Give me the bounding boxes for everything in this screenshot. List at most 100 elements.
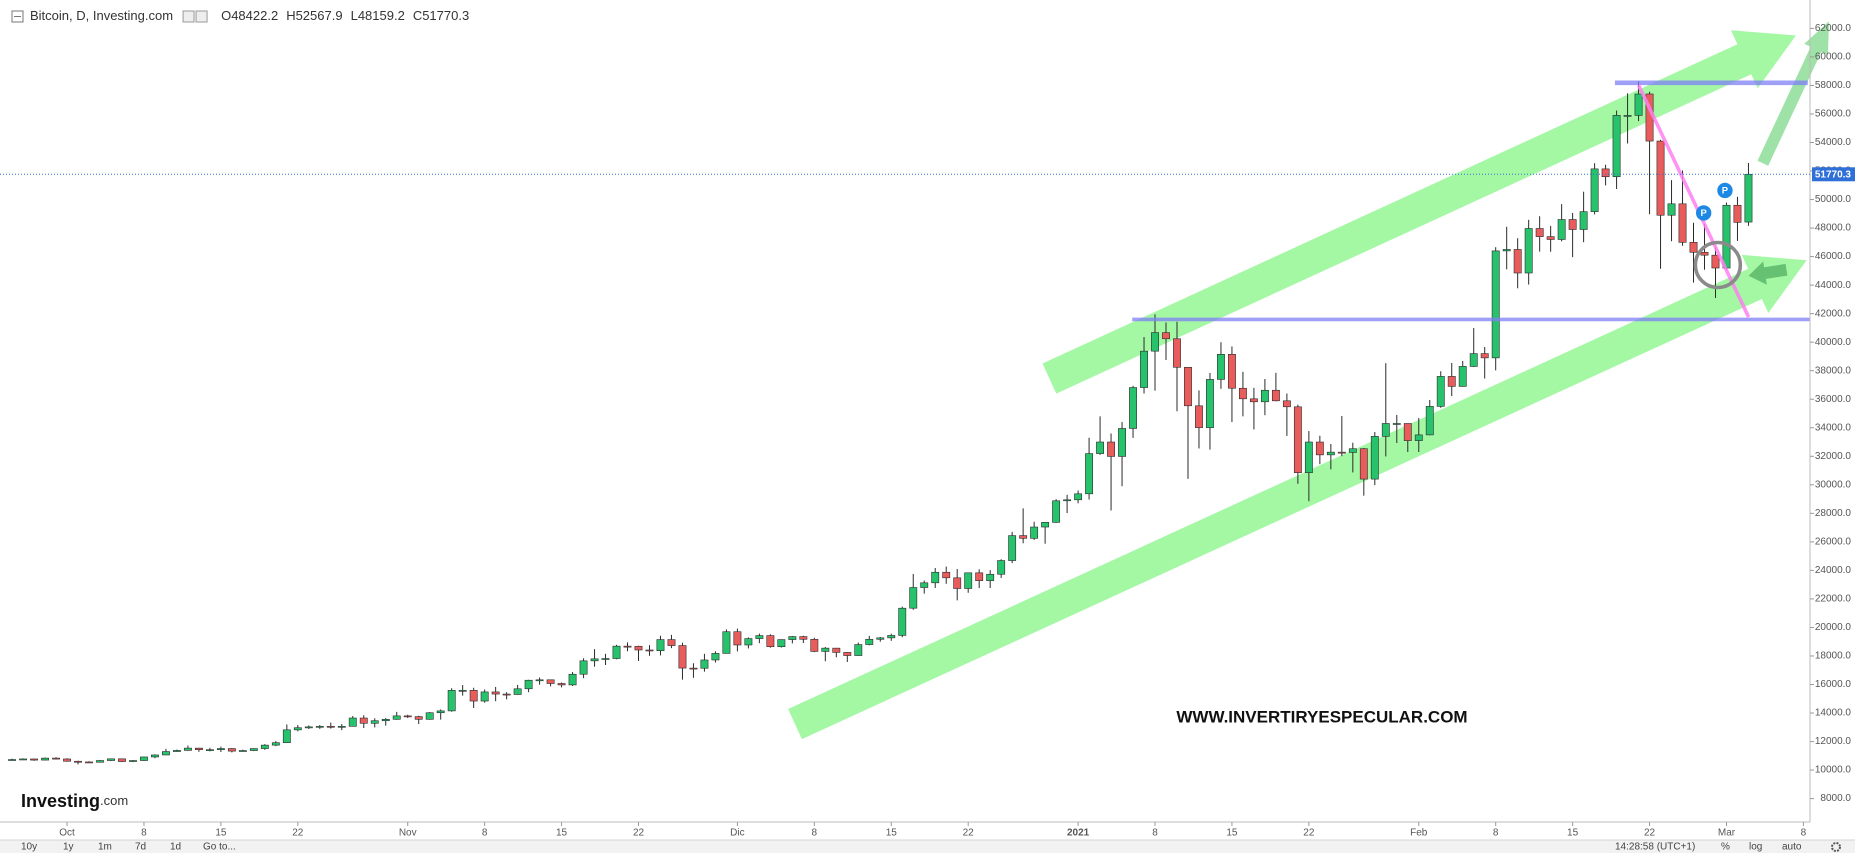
candle-body: [1458, 366, 1467, 387]
candle-body: [216, 748, 225, 750]
candle-body: [52, 757, 60, 760]
candle-body: [590, 658, 599, 662]
candle-body: [1425, 406, 1434, 436]
candle-body: [403, 715, 412, 718]
candle-body: [1326, 451, 1335, 456]
x-tick-label: 8: [812, 828, 818, 839]
hide-icon[interactable]: [195, 10, 208, 23]
candle-body: [689, 667, 698, 670]
candle-body: [1107, 441, 1115, 457]
candle-body: [260, 744, 269, 749]
candle-body: [1282, 400, 1291, 408]
candle-body: [41, 757, 49, 761]
candle-body: [1019, 535, 1028, 539]
range-button[interactable]: 1d: [170, 842, 181, 853]
candle-body: [107, 758, 115, 761]
x-tick-label: 8: [482, 828, 488, 839]
candle-body: [733, 631, 742, 646]
range-button[interactable]: 10y: [21, 842, 37, 853]
y-tick-label: 44000.0: [1815, 280, 1852, 291]
arrow: [1748, 261, 1788, 285]
candle-body: [1052, 500, 1061, 523]
candle-body: [678, 645, 687, 669]
header-title: Bitcoin, D, Investing.com: [30, 8, 173, 23]
auto-toggle[interactable]: auto: [1782, 842, 1802, 853]
candle-body: [1008, 535, 1017, 561]
range-button[interactable]: 1y: [63, 842, 74, 853]
candle-body: [1041, 522, 1050, 528]
candle-body: [436, 710, 445, 714]
last-price-box: [1812, 167, 1855, 182]
candle-body: [964, 572, 973, 589]
goto-button[interactable]: Go to...: [203, 842, 236, 853]
y-tick-label: 36000.0: [1815, 394, 1852, 405]
candle-body: [1700, 252, 1709, 256]
candle-body: [931, 571, 940, 584]
candle-body: [392, 715, 401, 720]
candle-body: [1129, 387, 1137, 429]
y-tick-label: 22000.0: [1815, 594, 1852, 605]
toolbar: [0, 840, 1855, 853]
settings-gear[interactable]: [1831, 842, 1841, 852]
candle-body: [491, 691, 500, 695]
x-tick-label: 15: [1567, 828, 1579, 839]
candle-body: [1601, 168, 1610, 178]
candle-body: [63, 758, 71, 762]
candle-body: [744, 638, 753, 646]
candle-body: [1381, 423, 1390, 437]
candle-body: [997, 560, 1006, 575]
x-tick-label: 15: [215, 828, 227, 839]
candle-body: [1535, 228, 1544, 237]
ohlc-value: 48422.2: [231, 8, 278, 23]
candle-body: [535, 679, 544, 682]
pivot-label: P: [1701, 208, 1707, 219]
collapse-icon[interactable]: [11, 10, 24, 23]
x-tick-label: 15: [556, 828, 568, 839]
candle-body: [1623, 115, 1632, 117]
y-tick-label: 28000.0: [1815, 508, 1852, 519]
candle-body: [1096, 441, 1104, 454]
candle-body: [447, 690, 456, 712]
candle-body: [975, 572, 984, 581]
candle-body: [271, 742, 280, 746]
settings-icon[interactable]: [182, 10, 195, 23]
candle-body: [1590, 168, 1599, 212]
arrow: [788, 254, 1807, 740]
candle-body: [1260, 389, 1269, 403]
y-tick-label: 58000.0: [1815, 80, 1852, 91]
log-toggle[interactable]: log: [1749, 842, 1762, 853]
candle-body: [810, 638, 819, 652]
logo-name: Investing: [21, 791, 100, 811]
candle-body: [986, 573, 995, 581]
percent-toggle[interactable]: %: [1721, 842, 1730, 853]
y-tick-label: 14000.0: [1815, 708, 1852, 719]
candle-body: [381, 719, 390, 722]
y-tick-label: 56000.0: [1815, 109, 1852, 120]
range-button[interactable]: 7d: [135, 842, 146, 853]
candle-body: [1480, 353, 1489, 359]
candle-body: [249, 748, 258, 751]
trend-line: [1636, 84, 1751, 318]
candle-body: [1579, 211, 1588, 230]
candle-body: [1546, 236, 1555, 240]
highlight-circle: [1693, 240, 1743, 290]
candle-body: [1195, 405, 1203, 428]
y-tick-label: 30000.0: [1815, 479, 1852, 490]
y-tick-label: 8000.0: [1820, 793, 1851, 804]
candle-body: [601, 658, 610, 660]
candle-body: [821, 647, 830, 652]
y-tick-label: 12000.0: [1815, 736, 1852, 747]
candle-body: [1403, 423, 1412, 441]
candle-layer: [8, 81, 1753, 765]
candle-body: [1689, 242, 1698, 253]
candle-body: [348, 717, 357, 727]
y-tick-label: 10000.0: [1815, 765, 1852, 776]
y-tick-label: 54000.0: [1815, 137, 1852, 148]
arrow: [1757, 21, 1830, 166]
candle-body: [129, 760, 137, 762]
range-button[interactable]: 1m: [98, 842, 112, 853]
y-tick-label: 32000.0: [1815, 451, 1852, 462]
drawing-layer: P P: [1132, 80, 1811, 322]
candle-body: [502, 693, 511, 696]
candle-body: [227, 748, 236, 752]
